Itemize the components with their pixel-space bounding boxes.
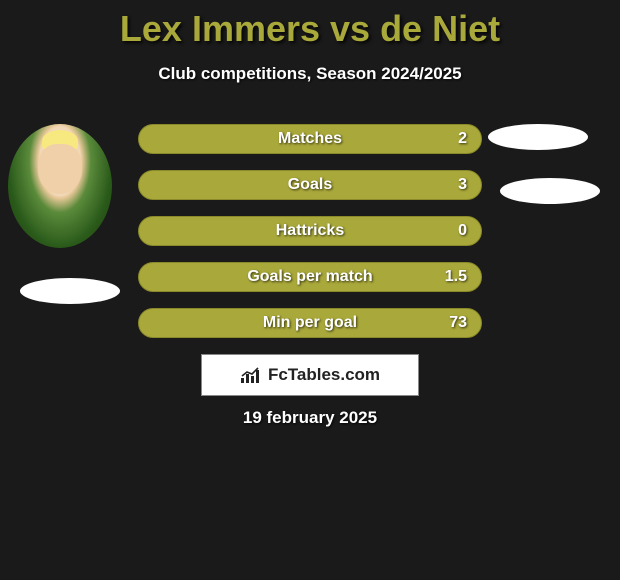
stat-bar-value: 2 [458,130,467,148]
stat-bars: Matches 2 Goals 3 Hattricks 0 Goals per … [138,124,482,354]
page-title: Lex Immers vs de Niet [0,0,620,50]
stat-bar-label: Matches [278,130,342,148]
stat-bar: Hattricks 0 [138,216,482,246]
stat-bar-value: 3 [458,176,467,194]
logo-box: FcTables.com [201,354,419,396]
stat-bar-value: 1.5 [445,268,467,286]
stat-bar-label: Goals per match [247,268,372,286]
stat-bar: Goals 3 [138,170,482,200]
stat-bar-label: Min per goal [263,314,357,332]
oval-placeholder-right-2 [500,178,600,204]
stat-bar: Min per goal 73 [138,308,482,338]
logo-text: FcTables.com [268,365,380,385]
oval-placeholder-left [20,278,120,304]
date-text: 19 february 2025 [0,408,620,428]
stat-bar-label: Hattricks [276,222,344,240]
stat-bar-label: Goals [288,176,332,194]
player-avatar-left [8,124,112,248]
chart-icon [240,366,262,384]
oval-placeholder-right-1 [488,124,588,150]
stat-bar-value: 73 [449,314,467,332]
stat-bar: Goals per match 1.5 [138,262,482,292]
stat-bar-value: 0 [458,222,467,240]
stat-bar: Matches 2 [138,124,482,154]
subtitle: Club competitions, Season 2024/2025 [0,64,620,84]
